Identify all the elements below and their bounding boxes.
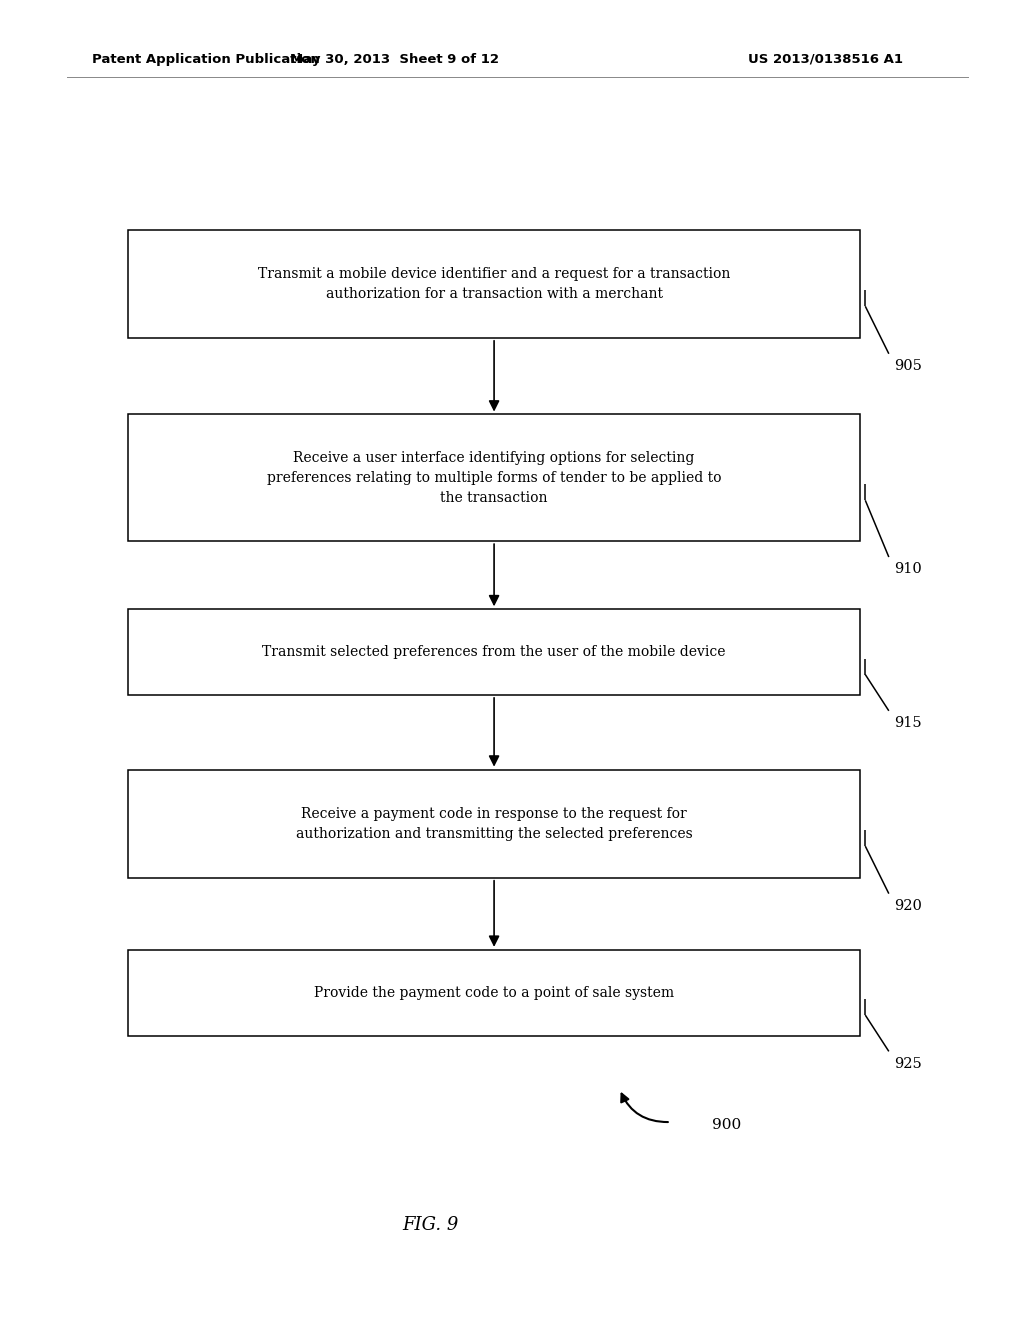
Text: Provide the payment code to a point of sale system: Provide the payment code to a point of s… [314,986,674,999]
Bar [128,609,860,694]
Text: 910: 910 [894,562,922,577]
Text: FIG. 9: FIG. 9 [401,1216,459,1234]
Text: Transmit selected preferences from the user of the mobile device: Transmit selected preferences from the u… [262,645,726,659]
Bar [128,414,860,541]
Text: 925: 925 [894,1056,922,1071]
Text: May 30, 2013  Sheet 9 of 12: May 30, 2013 Sheet 9 of 12 [290,53,499,66]
Text: US 2013/0138516 A1: US 2013/0138516 A1 [748,53,902,66]
Text: Patent Application Publication: Patent Application Publication [92,53,319,66]
Text: Receive a user interface identifying options for selecting
preferences relating : Receive a user interface identifying opt… [267,451,721,504]
Text: 915: 915 [894,715,922,730]
Text: Transmit a mobile device identifier and a request for a transaction
authorizatio: Transmit a mobile device identifier and … [258,267,730,301]
Bar [128,950,860,1035]
Text: 900: 900 [712,1118,741,1131]
Bar [128,770,860,878]
Bar [128,230,860,338]
Text: 920: 920 [894,899,922,913]
Text: 905: 905 [894,359,922,374]
Text: Receive a payment code in response to the request for
authorization and transmit: Receive a payment code in response to th… [296,807,692,841]
